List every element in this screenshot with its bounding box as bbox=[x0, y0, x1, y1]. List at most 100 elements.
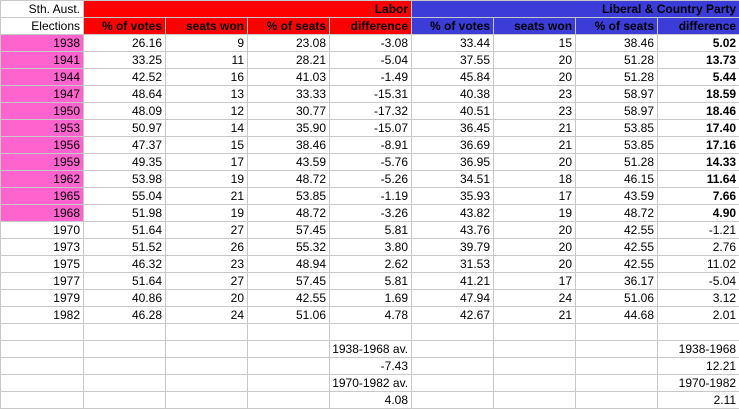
labor-votes-cell[interactable]: 51.64 bbox=[83, 221, 166, 239]
labor-pct-seats-cell[interactable]: 38.46 bbox=[247, 136, 330, 154]
lcp-pct-seats-cell[interactable]: 36.17 bbox=[575, 272, 659, 290]
labor-difference-cell[interactable]: -3.08 bbox=[328, 34, 413, 52]
lcp-votes-cell[interactable]: 37.55 bbox=[411, 51, 495, 69]
labor-seats-won-cell[interactable]: 27 bbox=[165, 221, 248, 239]
labor-pct-seats-cell[interactable]: 30.77 bbox=[247, 102, 330, 120]
labor-pct-seats-cell[interactable]: 23.08 bbox=[247, 34, 330, 52]
lcp-pct-seats-cell[interactable]: 53.85 bbox=[575, 119, 659, 137]
labor-difference-cell[interactable]: -1.49 bbox=[328, 68, 413, 86]
lcp-difference-cell[interactable]: 17.16 bbox=[657, 136, 739, 154]
empty-cell[interactable] bbox=[575, 340, 659, 358]
lcp-pct-seats-cell[interactable]: 42.55 bbox=[575, 255, 659, 273]
lcp-seats-won-header[interactable]: seats won bbox=[493, 17, 577, 35]
lcp-votes-cell[interactable]: 33.44 bbox=[411, 34, 495, 52]
year-cell[interactable]: 1975 bbox=[0, 255, 84, 273]
lcp-pct-seats-cell[interactable]: 51.06 bbox=[575, 289, 659, 307]
labor-difference-cell[interactable]: 5.81 bbox=[328, 221, 413, 239]
empty-cell[interactable] bbox=[411, 357, 495, 375]
year-cell[interactable]: 1970 bbox=[0, 221, 84, 239]
labor-votes-cell[interactable]: 55.04 bbox=[83, 187, 166, 205]
lcp-seats-won-cell[interactable]: 21 bbox=[493, 136, 577, 154]
empty-cell[interactable] bbox=[493, 340, 577, 358]
lcp-votes-cell[interactable]: 36.69 bbox=[411, 136, 495, 154]
labor-pct-seats-cell[interactable]: 41.03 bbox=[247, 68, 330, 86]
lcp-pct-seats-cell[interactable]: 51.28 bbox=[575, 153, 659, 171]
lcp-difference-cell[interactable]: 14.33 bbox=[657, 153, 739, 171]
empty-cell[interactable] bbox=[165, 357, 248, 375]
empty-cell[interactable] bbox=[247, 357, 330, 375]
labor-seats-won-cell[interactable]: 27 bbox=[165, 272, 248, 290]
labor-seats-won-header[interactable]: seats won bbox=[165, 17, 248, 35]
lcp-seats-won-cell[interactable]: 20 bbox=[493, 68, 577, 86]
empty-cell[interactable] bbox=[328, 323, 413, 341]
labor-votes-header[interactable]: % of votes bbox=[83, 17, 166, 35]
labor-difference-cell[interactable]: -17.32 bbox=[328, 102, 413, 120]
lcp-seats-won-cell[interactable]: 20 bbox=[493, 221, 577, 239]
labor-difference-cell[interactable]: -15.31 bbox=[328, 85, 413, 103]
lcp-seats-won-cell[interactable]: 18 bbox=[493, 170, 577, 188]
lcp-seats-won-cell[interactable]: 21 bbox=[493, 306, 577, 324]
labor-votes-cell[interactable]: 46.28 bbox=[83, 306, 166, 324]
labor-difference-cell[interactable]: -3.26 bbox=[328, 204, 413, 222]
labor-pct-seats-cell[interactable]: 55.32 bbox=[247, 238, 330, 256]
labor-difference-cell[interactable]: 5.81 bbox=[328, 272, 413, 290]
lcp-votes-cell[interactable]: 42.67 bbox=[411, 306, 495, 324]
lcp-pct-seats-cell[interactable]: 46.15 bbox=[575, 170, 659, 188]
labor-seats-won-cell[interactable]: 20 bbox=[165, 289, 248, 307]
labor-difference-cell[interactable]: 4.78 bbox=[328, 306, 413, 324]
year-cell[interactable]: 1973 bbox=[0, 238, 84, 256]
year-cell[interactable]: 1965 bbox=[0, 187, 84, 205]
labor-summary-value-cell[interactable]: 4.08 bbox=[328, 391, 413, 409]
lcp-summary-value-cell[interactable]: 2.11 bbox=[657, 391, 739, 409]
labor-difference-cell[interactable]: -5.26 bbox=[328, 170, 413, 188]
empty-cell[interactable] bbox=[247, 374, 330, 392]
labor-difference-cell[interactable]: -5.04 bbox=[328, 51, 413, 69]
lcp-difference-cell[interactable]: 13.73 bbox=[657, 51, 739, 69]
labor-votes-cell[interactable]: 50.97 bbox=[83, 119, 166, 137]
labor-summary-label-cell[interactable]: 1970-1982 av. bbox=[328, 374, 413, 392]
labor-votes-cell[interactable]: 42.52 bbox=[83, 68, 166, 86]
empty-cell[interactable] bbox=[493, 391, 577, 409]
labor-seats-won-cell[interactable]: 11 bbox=[165, 51, 248, 69]
empty-cell[interactable] bbox=[411, 391, 495, 409]
labor-pct-seats-cell[interactable]: 43.59 bbox=[247, 153, 330, 171]
labor-difference-header[interactable]: difference bbox=[328, 17, 413, 35]
labor-difference-cell[interactable]: -8.91 bbox=[328, 136, 413, 154]
labor-votes-cell[interactable]: 51.64 bbox=[83, 272, 166, 290]
empty-cell[interactable] bbox=[83, 340, 166, 358]
empty-cell[interactable] bbox=[0, 391, 84, 409]
lcp-pct-seats-cell[interactable]: 44.68 bbox=[575, 306, 659, 324]
title-cell-line1[interactable]: Sth. Aust. bbox=[0, 0, 84, 18]
labor-votes-cell[interactable]: 48.09 bbox=[83, 102, 166, 120]
labor-votes-cell[interactable]: 51.98 bbox=[83, 204, 166, 222]
year-cell[interactable]: 1953 bbox=[0, 119, 84, 137]
lcp-summary-label-cell[interactable]: 1970-1982 bbox=[657, 374, 739, 392]
empty-cell[interactable] bbox=[83, 323, 166, 341]
labor-section-header[interactable]: Labor bbox=[82, 0, 413, 18]
labor-pct-seats-cell[interactable]: 57.45 bbox=[247, 272, 330, 290]
lcp-difference-cell[interactable]: 4.90 bbox=[657, 204, 739, 222]
lcp-difference-cell[interactable]: -5.04 bbox=[657, 272, 739, 290]
year-cell[interactable]: 1962 bbox=[0, 170, 84, 188]
lcp-votes-cell[interactable]: 31.53 bbox=[411, 255, 495, 273]
labor-pct-seats-cell[interactable]: 51.06 bbox=[247, 306, 330, 324]
labor-votes-cell[interactable]: 46.32 bbox=[83, 255, 166, 273]
empty-cell[interactable] bbox=[657, 323, 739, 341]
lcp-pct-seats-cell[interactable]: 51.28 bbox=[575, 51, 659, 69]
labor-seats-won-cell[interactable]: 14 bbox=[165, 119, 248, 137]
labor-pct-seats-cell[interactable]: 28.21 bbox=[247, 51, 330, 69]
empty-cell[interactable] bbox=[83, 391, 166, 409]
empty-cell[interactable] bbox=[83, 357, 166, 375]
lcp-pct-seats-cell[interactable]: 51.28 bbox=[575, 68, 659, 86]
labor-seats-won-cell[interactable]: 19 bbox=[165, 204, 248, 222]
labor-votes-cell[interactable]: 53.98 bbox=[83, 170, 166, 188]
empty-cell[interactable] bbox=[165, 323, 248, 341]
labor-summary-value-cell[interactable]: -7.43 bbox=[328, 357, 413, 375]
labor-pct-seats-cell[interactable]: 57.45 bbox=[247, 221, 330, 239]
year-cell[interactable]: 1947 bbox=[0, 85, 84, 103]
labor-seats-won-cell[interactable]: 23 bbox=[165, 255, 248, 273]
labor-difference-cell[interactable]: 2.62 bbox=[328, 255, 413, 273]
lcp-difference-cell[interactable]: 18.46 bbox=[657, 102, 739, 120]
labor-seats-won-cell[interactable]: 19 bbox=[165, 170, 248, 188]
labor-seats-won-cell[interactable]: 15 bbox=[165, 136, 248, 154]
